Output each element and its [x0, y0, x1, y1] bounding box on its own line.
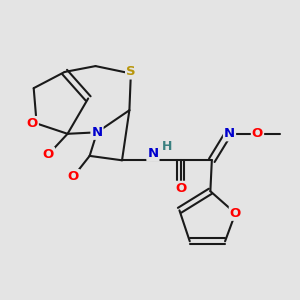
Text: H: H [162, 140, 172, 153]
Text: N: N [92, 126, 103, 139]
Text: O: O [43, 148, 54, 161]
Text: S: S [126, 65, 136, 79]
Text: N: N [224, 127, 235, 140]
Text: O: O [27, 117, 38, 130]
Text: O: O [230, 207, 241, 220]
Text: N: N [147, 147, 158, 160]
Text: O: O [252, 127, 263, 140]
Text: O: O [68, 170, 79, 183]
Text: O: O [175, 182, 187, 195]
